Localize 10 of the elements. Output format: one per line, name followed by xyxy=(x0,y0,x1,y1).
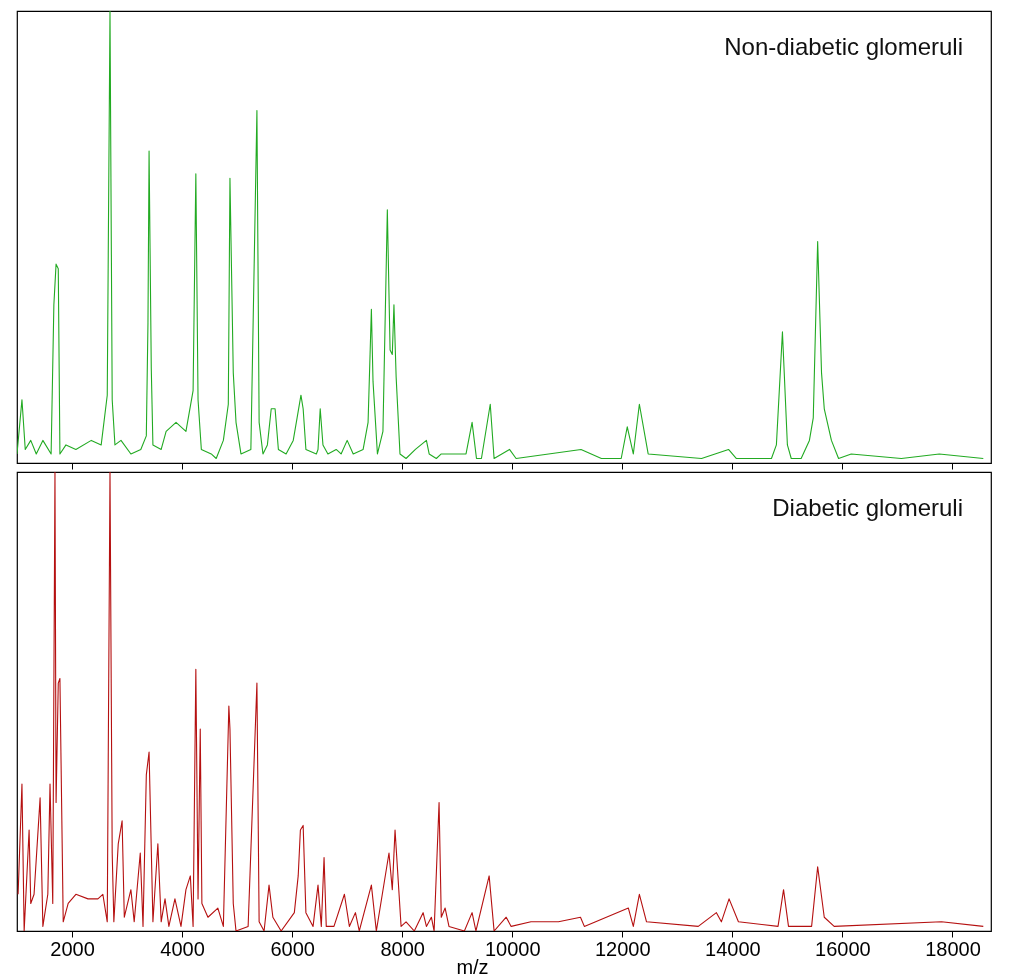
x-tick-label: 12000 xyxy=(595,937,651,960)
annotation: Non-diabetic glomeruli xyxy=(724,33,963,60)
x-tick-label: 14000 xyxy=(705,937,761,960)
annotation: Diabetic glomeruli xyxy=(772,494,963,521)
x-tick-label: 16000 xyxy=(815,937,871,960)
x-tick-label: 6000 xyxy=(270,937,315,960)
x-tick-label: 4000 xyxy=(160,937,205,960)
x-tick-label: 18000 xyxy=(925,937,981,960)
x-tick-label: 2000 xyxy=(50,937,95,960)
x-tick-label: 8000 xyxy=(380,937,425,960)
